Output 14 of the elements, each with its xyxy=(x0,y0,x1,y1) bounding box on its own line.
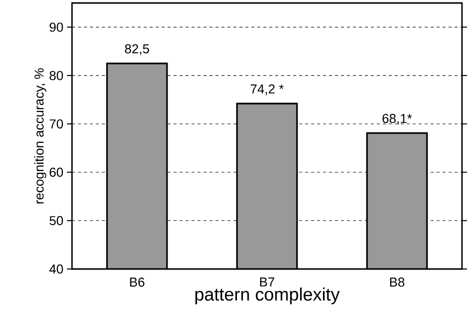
data-label: 74,2 * xyxy=(250,84,284,96)
y-tick-label: 90 xyxy=(50,22,63,32)
y-tick-label: 80 xyxy=(50,70,63,80)
y-tick-label: 50 xyxy=(50,216,63,226)
data-label: 68,1* xyxy=(382,114,412,125)
data-label: 82,5 xyxy=(124,44,150,55)
y-tick-label: 70 xyxy=(50,119,63,128)
y-tick-label: 40 xyxy=(49,264,63,274)
x-axis-title: pattern complexity xyxy=(195,288,340,304)
y-tick-label: 60 xyxy=(50,168,63,177)
x-tick-label: B7 xyxy=(260,278,274,286)
y-axis-title: recognition accuracy, % xyxy=(34,68,46,204)
x-tick-label: B6 xyxy=(130,278,144,287)
x-tick-label: B8 xyxy=(390,278,404,287)
